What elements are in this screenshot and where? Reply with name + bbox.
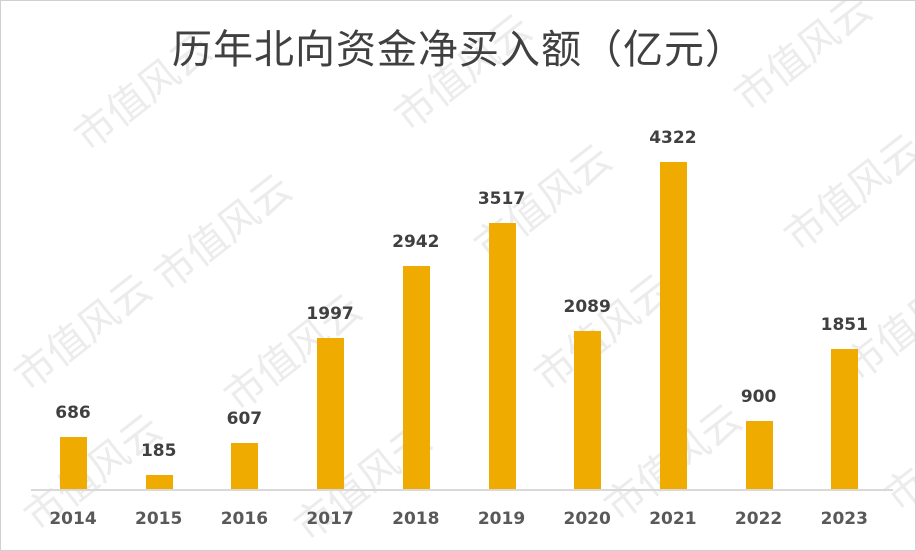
- data-label-2020: 2089: [563, 296, 611, 317]
- x-tick-2016: 2016: [220, 509, 269, 529]
- x-tick-2015: 2015: [135, 509, 183, 529]
- watermark-text: 市值风云: [776, 125, 916, 261]
- watermark-text: 市值风云: [876, 385, 916, 521]
- x-tick-2019: 2019: [477, 509, 526, 529]
- x-tick-2014: 2014: [49, 509, 97, 529]
- bar-2015: [145, 475, 173, 489]
- x-axis-line: [31, 489, 893, 491]
- data-label-2015: 185: [140, 441, 177, 461]
- data-label-2017: 1997: [306, 303, 354, 324]
- x-tick-2017: 2017: [306, 509, 354, 529]
- data-label-2023: 1851: [820, 314, 868, 335]
- x-tick-2018: 2018: [392, 509, 440, 529]
- chart-title: 历年北向资金净买入额（亿元）: [172, 27, 746, 73]
- data-label-2014: 686: [55, 403, 91, 424]
- bar-2019: [488, 222, 516, 489]
- bar-2017: [317, 337, 345, 489]
- watermark-text: 市值风云: [216, 285, 371, 421]
- watermark-text: 市值风云: [146, 165, 301, 301]
- x-tick-2023: 2023: [820, 509, 868, 529]
- watermark-text: 市值风云: [6, 265, 161, 401]
- data-label-2021: 4322: [649, 128, 697, 148]
- bar-2023: [831, 348, 859, 489]
- x-tick-2020: 2020: [563, 509, 611, 529]
- bar-2021: [659, 162, 687, 489]
- bar-2018: [402, 266, 430, 489]
- x-tick-2021: 2021: [649, 509, 697, 529]
- bar-2022: [745, 420, 773, 489]
- x-tick-2022: 2022: [734, 509, 783, 529]
- data-label-2018: 2942: [392, 232, 440, 253]
- bar-2020: [574, 330, 602, 489]
- data-label-2016: 607: [226, 409, 263, 430]
- bar-2016: [231, 443, 259, 489]
- data-label-2019: 3517: [477, 188, 526, 209]
- data-label-2022: 900: [740, 386, 777, 407]
- bar-2014: [60, 437, 87, 489]
